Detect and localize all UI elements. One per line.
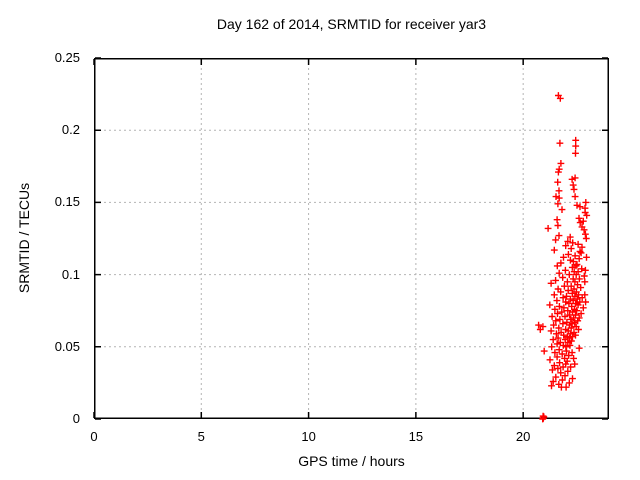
axis-ticks <box>93 57 608 420</box>
data-points <box>535 92 591 423</box>
plot-area <box>93 57 609 423</box>
x-tick-label: 10 <box>301 429 316 444</box>
x-tick-label: 20 <box>515 429 531 444</box>
y-tick-label: 0.1 <box>61 266 80 282</box>
x-tick-label: 5 <box>197 429 205 444</box>
y-tick-label: 0.2 <box>61 122 80 138</box>
x-axis-label: GPS time / hours <box>298 453 405 469</box>
y-tick-label: 0.25 <box>54 50 80 65</box>
x-tick-label: 0 <box>90 429 98 444</box>
x-tick-label: 15 <box>408 429 424 444</box>
grid-lines <box>94 58 609 419</box>
y-tick-label: 0.15 <box>54 194 80 210</box>
plot-border <box>94 58 609 419</box>
y-tick-label: 0.05 <box>54 338 80 354</box>
chart-title: Day 162 of 2014, SRMTID for receiver yar… <box>216 16 487 32</box>
y-tick-label: 0 <box>72 411 80 426</box>
y-axis-label: SRMTID / TECUs <box>16 182 32 294</box>
